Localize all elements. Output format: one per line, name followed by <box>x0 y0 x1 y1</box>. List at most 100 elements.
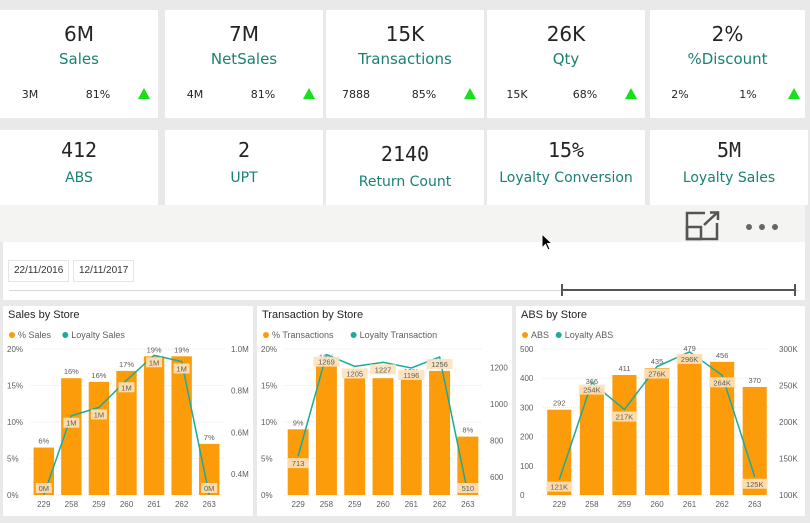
kpi-card-loyalty-sales[interactable]: 5M Loyalty Sales <box>650 130 808 205</box>
bar-data-label: 9% <box>293 418 304 427</box>
x-axis-tick: 258 <box>65 500 79 509</box>
kpi-card-netsales[interactable]: 7M NetSales 4M 81% <box>165 10 323 118</box>
x-axis-tick: 262 <box>175 500 189 509</box>
end-date-input[interactable]: 12/11/2017 <box>73 260 135 282</box>
bar[interactable] <box>171 356 192 495</box>
legend-label[interactable]: % Transactions <box>272 330 334 340</box>
legend-marker <box>555 332 562 338</box>
kpi-percent-change: 85% <box>388 70 460 118</box>
legend-marker <box>9 332 15 338</box>
kpi-card-abs[interactable]: 412 ABS <box>0 130 158 205</box>
left-axis-tick: 20% <box>7 345 23 354</box>
kpi-card-discount[interactable]: 2% %Discount 2% 1% <box>650 10 805 118</box>
chart-title: Sales by Store <box>8 309 80 321</box>
legend-label[interactable]: % Sales <box>18 330 52 340</box>
right-axis-tick: 100K <box>779 491 798 500</box>
left-axis-tick: 0 <box>520 491 525 500</box>
kpi-label: Return Count <box>358 174 452 190</box>
bar[interactable] <box>116 370 137 495</box>
bar[interactable] <box>579 388 604 495</box>
bar-data-label: 8% <box>462 426 473 435</box>
left-axis-tick: 200 <box>520 433 534 442</box>
legend-label[interactable]: Loyalty ABS <box>565 330 614 340</box>
slider-track[interactable] <box>9 290 799 291</box>
line-data-label: 276K <box>648 370 666 379</box>
trend-up-icon <box>625 88 637 99</box>
trend-up-icon <box>303 88 315 99</box>
line-data-label: 510 <box>462 484 475 493</box>
line-data-label: 254K <box>583 386 601 395</box>
line-data-label-bg <box>313 356 340 367</box>
bar-data-label: 479 <box>683 344 696 353</box>
bar-data-label: 292 <box>553 399 566 408</box>
kpi-card-qty[interactable]: 26K Qty 15K 68% <box>487 10 645 118</box>
bar[interactable] <box>88 381 110 495</box>
kpi-card-transactions[interactable]: 15K Transactions 7888 85% <box>326 10 484 118</box>
kpi-percent-change: 68% <box>549 70 621 118</box>
bar[interactable] <box>612 374 637 495</box>
kpi-card-upt[interactable]: 2 UPT <box>165 130 323 205</box>
kpi-previous-value: 15K <box>487 70 547 118</box>
kpi-percent-change: 81% <box>62 70 134 118</box>
line-data-label: 1196 <box>403 371 419 380</box>
bar-data-label: 411 <box>618 364 630 373</box>
start-date-input[interactable]: 22/11/2016 <box>8 260 70 282</box>
left-axis-tick: 500 <box>520 345 534 354</box>
kpi-label: Loyalty Conversion <box>499 170 633 186</box>
line-data-label-bg <box>676 353 703 364</box>
bar[interactable] <box>742 386 767 495</box>
line-data-label-bg <box>370 364 396 375</box>
x-axis-tick: 263 <box>461 500 475 509</box>
bar-data-label: 370 <box>748 376 761 385</box>
bar[interactable] <box>547 409 572 495</box>
bar-data-label: 6% <box>38 437 49 446</box>
bar[interactable] <box>677 355 702 495</box>
right-axis-tick: 250K <box>779 382 798 391</box>
line-data-label: 264K <box>713 378 731 387</box>
bar[interactable] <box>400 378 422 495</box>
x-axis-tick: 259 <box>348 500 362 509</box>
line-data-label: 713 <box>292 459 305 468</box>
kpi-value: 2 <box>237 138 251 162</box>
expand-icon[interactable] <box>685 211 721 241</box>
bar[interactable] <box>644 367 670 495</box>
kpi-label: %Discount <box>687 50 768 68</box>
line-data-label: 125K <box>746 480 764 489</box>
slider-range-handle[interactable] <box>561 284 796 296</box>
kpi-value: 5M <box>716 138 742 162</box>
kpi-card-sales[interactable]: 6M Sales 3M 81% <box>0 10 158 118</box>
x-axis-tick: 262 <box>433 500 447 509</box>
line-data-label-bg <box>644 368 670 379</box>
line-data-label-bg <box>611 411 638 422</box>
bar-data-label: 7% <box>204 433 215 442</box>
bar-data-label: 435 <box>651 357 664 366</box>
kpi-card-loyalty-conversion[interactable]: 15% Loyalty Conversion <box>487 130 645 205</box>
bar-data-label: 19% <box>147 345 162 354</box>
right-axis-tick: 200K <box>779 418 798 427</box>
bar[interactable] <box>199 443 220 495</box>
line-data-label-bg <box>398 369 425 380</box>
left-axis-tick: 300 <box>520 403 534 412</box>
x-axis-tick: 263 <box>748 500 762 509</box>
legend-label[interactable]: Loyalty Sales <box>71 330 125 340</box>
legend-label[interactable]: ABS <box>531 330 549 340</box>
bar[interactable] <box>429 370 451 495</box>
kpi-percent-change: 81% <box>227 70 299 118</box>
bar[interactable] <box>61 378 82 495</box>
kpi-value: 6M <box>64 22 94 46</box>
x-axis-tick: 263 <box>203 500 217 509</box>
bar[interactable] <box>372 378 394 495</box>
kpi-card-return-count[interactable]: 2140 Return Count <box>326 130 484 205</box>
left-axis-tick: 10% <box>7 418 23 427</box>
line-data-label: 1M <box>121 383 131 392</box>
legend-label[interactable]: Loyalty Transaction <box>360 330 438 340</box>
bar[interactable] <box>457 436 479 495</box>
right-axis-tick: 0.8M <box>231 387 249 396</box>
bar[interactable] <box>143 356 165 495</box>
bar[interactable] <box>315 363 337 495</box>
legend-marker <box>263 332 269 338</box>
x-axis-tick: 260 <box>120 500 134 509</box>
bar[interactable] <box>344 378 366 495</box>
kpi-label: ABS <box>65 170 93 186</box>
more-options-icon[interactable] <box>743 222 783 232</box>
